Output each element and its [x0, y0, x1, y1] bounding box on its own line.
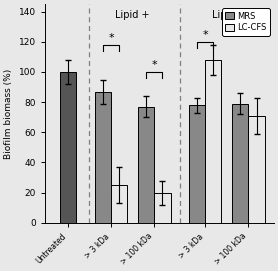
Bar [60, 72, 76, 223]
Bar [154, 193, 171, 223]
Text: *: * [108, 33, 114, 43]
Bar [138, 107, 154, 223]
Text: *: * [152, 60, 157, 70]
Bar [189, 105, 205, 223]
Text: Lipid -: Lipid - [212, 10, 242, 20]
Bar [232, 104, 249, 223]
Y-axis label: Biofilm biomass (%): Biofilm biomass (%) [4, 68, 13, 159]
Bar [249, 116, 265, 223]
Legend: MRS, LC-CFS: MRS, LC-CFS [222, 8, 270, 36]
Text: *: * [202, 30, 208, 40]
Bar [111, 185, 127, 223]
Bar [205, 60, 222, 223]
Bar [95, 92, 111, 223]
Text: Lipid +: Lipid + [115, 10, 150, 20]
